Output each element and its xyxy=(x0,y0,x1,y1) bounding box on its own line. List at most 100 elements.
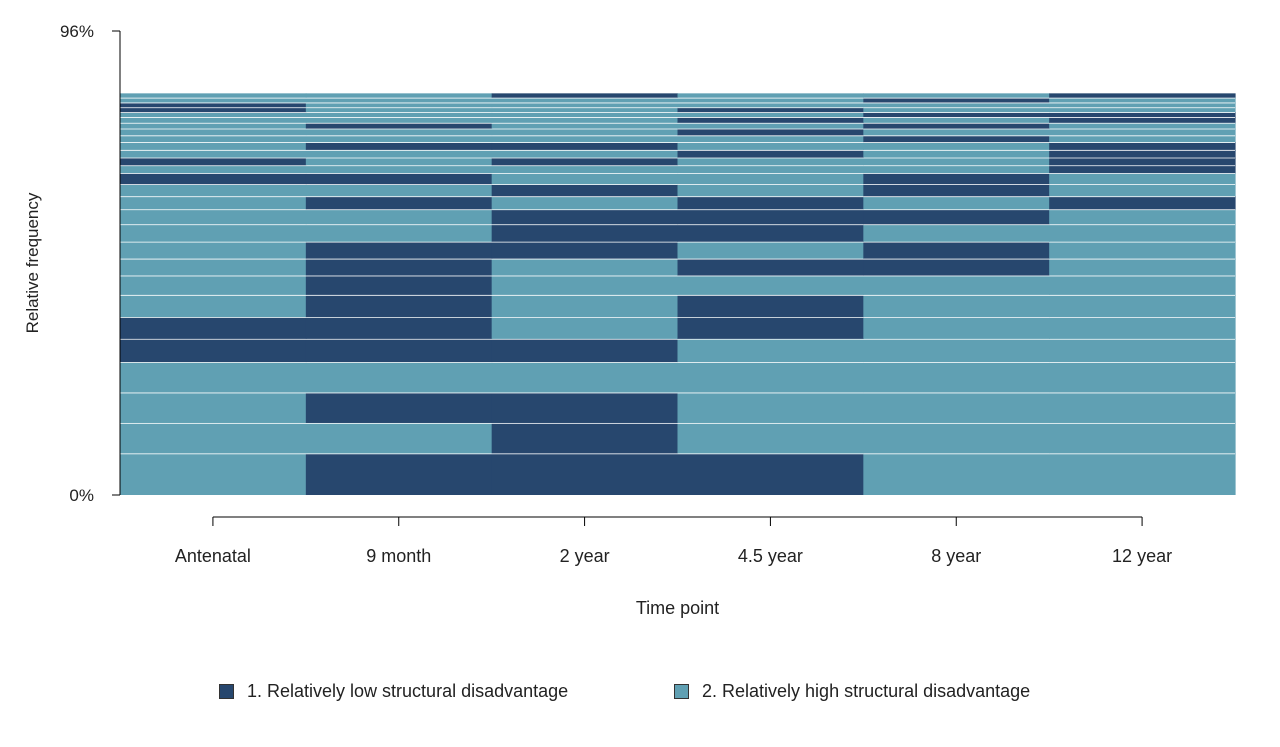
sequence-22-cell-1 xyxy=(120,122,307,129)
sequence-10-cell-2 xyxy=(305,241,493,259)
y-axis-title: Relative frequency xyxy=(23,192,42,333)
legend-item-high-disadvantage: 2. Relatively high structural disadvanta… xyxy=(674,681,1030,702)
sequence-23-cell-1 xyxy=(120,117,307,123)
sequence-24-cell-2 xyxy=(305,112,493,118)
sequence-19-cell-5 xyxy=(863,142,1050,150)
sequence-10-cell-6 xyxy=(1049,241,1236,259)
legend-swatch-high xyxy=(674,684,689,699)
sequence-9-cell-4 xyxy=(677,258,864,276)
sequence-15-cell-2 xyxy=(305,173,493,185)
sequence-16-cell-4 xyxy=(677,165,864,174)
sequence-26-cell-6 xyxy=(1049,102,1236,108)
sequence-12-cell-5 xyxy=(863,209,1050,225)
x-tick-label-4: 4.5 year xyxy=(738,546,803,566)
sequence-18-cell-6 xyxy=(1049,149,1236,158)
sequence-26-cell-3 xyxy=(491,102,679,108)
sequence-19-cell-2 xyxy=(305,142,493,150)
y-tick-label-1: 0% xyxy=(69,486,94,505)
sequence-5-cell-3 xyxy=(491,338,679,363)
sequence-21-cell-5 xyxy=(863,128,1050,136)
sequence-15-cell-1 xyxy=(120,173,307,185)
sequence-27-cell-6 xyxy=(1049,97,1236,103)
sequence-4-cell-5 xyxy=(863,362,1050,393)
sequence-21-cell-1 xyxy=(120,128,307,136)
sequence-7-cell-5 xyxy=(863,294,1050,318)
sequence-25-cell-4 xyxy=(677,107,864,113)
legend-label-low: 1. Relatively low structural disadvantag… xyxy=(247,681,569,701)
sequence-11-cell-5 xyxy=(863,224,1050,242)
sequence-7-cell-6 xyxy=(1049,294,1236,318)
sequence-22-cell-4 xyxy=(677,122,864,129)
sequence-4-cell-2 xyxy=(305,362,493,393)
sequence-18-cell-3 xyxy=(491,149,679,158)
sequence-12-cell-6 xyxy=(1049,209,1236,225)
sequence-6-cell-4 xyxy=(677,317,864,339)
sequence-6-cell-1 xyxy=(120,317,307,339)
sequence-23-cell-6 xyxy=(1049,117,1236,123)
sequence-4-cell-1 xyxy=(120,362,307,393)
sequence-5-cell-1 xyxy=(120,338,307,363)
sequence-11-cell-3 xyxy=(491,224,679,242)
sequence-24-cell-4 xyxy=(677,112,864,118)
sequence-22-cell-2 xyxy=(305,122,493,129)
sequence-22-cell-3 xyxy=(491,122,679,129)
sequence-21-cell-4 xyxy=(677,128,864,136)
x-tick-label-6: 12 year xyxy=(1112,546,1172,566)
sequence-18-cell-4 xyxy=(677,149,864,158)
sequence-18-cell-2 xyxy=(305,149,493,158)
sequence-14-cell-2 xyxy=(305,184,493,197)
sequence-20-cell-1 xyxy=(120,135,307,143)
sequence-9-cell-1 xyxy=(120,258,307,276)
legend-item-low-disadvantage: 1. Relatively low structural disadvantag… xyxy=(219,681,568,702)
sequence-23-cell-5 xyxy=(863,117,1050,123)
sequence-6-cell-3 xyxy=(491,317,679,339)
x-axis-title: Time point xyxy=(636,598,719,618)
sequence-16-cell-3 xyxy=(491,165,679,174)
sequence-1-cell-6 xyxy=(1049,453,1236,495)
x-tick-label-5: 8 year xyxy=(931,546,981,566)
sequence-9-cell-3 xyxy=(491,258,679,276)
sequence-6-cell-6 xyxy=(1049,317,1236,339)
sequence-11-cell-6 xyxy=(1049,224,1236,242)
sequence-23-cell-2 xyxy=(305,117,493,123)
sequence-1-cell-2 xyxy=(305,453,493,495)
sequence-4-cell-6 xyxy=(1049,362,1236,393)
sequence-8-cell-4 xyxy=(677,275,864,295)
sequence-9-cell-5 xyxy=(863,258,1050,276)
sequence-8-cell-2 xyxy=(305,275,493,295)
sequence-22-cell-6 xyxy=(1049,122,1236,129)
sequence-10-cell-3 xyxy=(491,241,679,259)
sequence-28-cell-2 xyxy=(305,93,493,98)
sequence-17-cell-4 xyxy=(677,157,864,166)
sequence-13-cell-5 xyxy=(863,196,1050,210)
sequence-21-cell-6 xyxy=(1049,128,1236,136)
sequence-27-cell-5 xyxy=(863,97,1050,103)
sequence-1-cell-4 xyxy=(677,453,864,495)
sequence-16-cell-1 xyxy=(120,165,307,174)
sequence-15-cell-4 xyxy=(677,173,864,185)
sequence-20-cell-6 xyxy=(1049,135,1236,143)
sequence-28-cell-4 xyxy=(677,93,864,98)
sequence-25-cell-5 xyxy=(863,107,1050,113)
sequence-10-cell-1 xyxy=(120,241,307,259)
sequence-12-cell-2 xyxy=(305,209,493,225)
sequence-20-cell-5 xyxy=(863,135,1050,143)
sequence-5-cell-6 xyxy=(1049,338,1236,363)
sequence-5-cell-4 xyxy=(677,338,864,363)
sequence-6-cell-2 xyxy=(305,317,493,339)
sequence-21-cell-2 xyxy=(305,128,493,136)
sequence-27-cell-4 xyxy=(677,97,864,103)
legend-swatch-low xyxy=(219,684,234,699)
sequence-2-cell-3 xyxy=(491,422,679,454)
sequence-28-cell-3 xyxy=(491,93,679,98)
sequence-22-cell-5 xyxy=(863,122,1050,129)
sequence-25-cell-1 xyxy=(120,107,307,113)
sequence-21-cell-3 xyxy=(491,128,679,136)
sequence-17-cell-2 xyxy=(305,157,493,166)
sequence-6-cell-5 xyxy=(863,317,1050,339)
sequence-16-cell-2 xyxy=(305,165,493,174)
sequence-26-cell-5 xyxy=(863,102,1050,108)
sequence-12-cell-1 xyxy=(120,209,307,225)
sequence-13-cell-1 xyxy=(120,196,307,210)
sequence-7-cell-3 xyxy=(491,294,679,318)
